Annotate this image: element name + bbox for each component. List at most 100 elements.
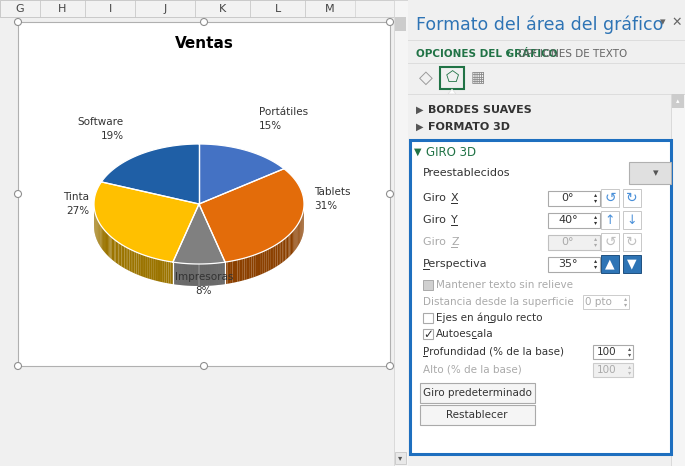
Polygon shape bbox=[251, 255, 253, 278]
Polygon shape bbox=[287, 236, 288, 259]
Text: ▶: ▶ bbox=[416, 122, 424, 132]
Text: ✕: ✕ bbox=[672, 15, 682, 28]
Bar bbox=[420, 383, 535, 403]
Text: 35°: 35° bbox=[558, 259, 577, 269]
Text: Impresoras
8%: Impresoras 8% bbox=[175, 273, 233, 295]
Polygon shape bbox=[253, 254, 256, 277]
Circle shape bbox=[201, 19, 208, 26]
Polygon shape bbox=[126, 247, 128, 270]
Polygon shape bbox=[279, 242, 281, 265]
Polygon shape bbox=[256, 254, 258, 276]
Bar bbox=[623, 211, 641, 229]
Bar bbox=[440, 67, 464, 89]
Polygon shape bbox=[282, 240, 284, 262]
Text: ▾: ▾ bbox=[595, 242, 597, 247]
Polygon shape bbox=[266, 249, 269, 272]
Polygon shape bbox=[299, 221, 300, 244]
Circle shape bbox=[201, 363, 208, 370]
Polygon shape bbox=[146, 256, 148, 278]
Text: ▶: ▶ bbox=[416, 105, 424, 115]
Polygon shape bbox=[199, 169, 304, 262]
Bar bbox=[395, 452, 406, 464]
Bar bbox=[548, 257, 600, 272]
Text: 0°: 0° bbox=[562, 237, 574, 247]
Text: ▼: ▼ bbox=[627, 258, 637, 270]
Polygon shape bbox=[272, 246, 274, 269]
Bar bbox=[623, 189, 641, 207]
Text: 0 pto: 0 pto bbox=[584, 297, 612, 307]
Text: ▾: ▾ bbox=[628, 370, 632, 376]
Polygon shape bbox=[101, 226, 102, 249]
Bar bbox=[395, 17, 406, 31]
Bar bbox=[583, 295, 629, 309]
Text: H: H bbox=[58, 4, 66, 14]
Polygon shape bbox=[99, 222, 100, 246]
Polygon shape bbox=[264, 250, 266, 273]
Polygon shape bbox=[142, 254, 144, 277]
Text: Ventas: Ventas bbox=[175, 36, 234, 52]
Text: ▴: ▴ bbox=[676, 98, 680, 104]
Text: ▾: ▾ bbox=[653, 168, 659, 178]
Polygon shape bbox=[125, 247, 126, 269]
Text: 0°: 0° bbox=[562, 193, 574, 203]
Polygon shape bbox=[129, 249, 131, 272]
Text: Profundidad (% de la base): Profundidad (% de la base) bbox=[423, 347, 564, 357]
Polygon shape bbox=[269, 248, 270, 271]
Text: ↑: ↑ bbox=[605, 213, 615, 226]
Polygon shape bbox=[116, 240, 117, 263]
Bar bbox=[410, 140, 671, 454]
Polygon shape bbox=[249, 256, 251, 279]
Text: Tinta
27%: Tinta 27% bbox=[63, 192, 89, 216]
Polygon shape bbox=[171, 262, 173, 284]
Polygon shape bbox=[297, 224, 298, 247]
Polygon shape bbox=[225, 262, 227, 284]
Text: ▾: ▾ bbox=[595, 220, 597, 226]
Circle shape bbox=[14, 363, 21, 370]
Polygon shape bbox=[230, 261, 232, 283]
Bar bbox=[135, 0, 195, 17]
Bar bbox=[601, 233, 619, 251]
Polygon shape bbox=[121, 245, 123, 267]
Polygon shape bbox=[110, 236, 112, 260]
Polygon shape bbox=[103, 228, 104, 252]
Polygon shape bbox=[94, 182, 199, 262]
Polygon shape bbox=[199, 144, 284, 204]
Text: ▴: ▴ bbox=[595, 192, 597, 198]
Bar bbox=[548, 235, 600, 250]
Polygon shape bbox=[291, 232, 292, 255]
Polygon shape bbox=[102, 227, 103, 250]
Polygon shape bbox=[260, 252, 262, 275]
Text: ▾: ▾ bbox=[399, 453, 403, 462]
Text: ▴: ▴ bbox=[595, 259, 597, 263]
Polygon shape bbox=[148, 256, 150, 279]
Text: ↺: ↺ bbox=[604, 235, 616, 249]
Text: K: K bbox=[219, 4, 226, 14]
Bar bbox=[408, 63, 685, 64]
Text: OPCIONES DE TEXTO: OPCIONES DE TEXTO bbox=[518, 49, 627, 59]
Bar bbox=[85, 0, 135, 17]
Bar bbox=[672, 94, 684, 108]
Text: ▴: ▴ bbox=[628, 364, 632, 370]
Bar bbox=[593, 345, 633, 359]
Polygon shape bbox=[162, 260, 164, 282]
Bar bbox=[420, 405, 535, 425]
Polygon shape bbox=[160, 260, 162, 282]
Text: Autoescala: Autoescala bbox=[436, 329, 494, 339]
Text: Formato del área del gráfico: Formato del área del gráfico bbox=[416, 16, 663, 34]
Bar bbox=[423, 269, 430, 270]
Text: ▴: ▴ bbox=[595, 237, 597, 241]
Text: Z: Z bbox=[451, 237, 459, 247]
Text: 40°: 40° bbox=[558, 215, 578, 225]
Text: ▲: ▲ bbox=[605, 258, 615, 270]
Bar bbox=[40, 0, 85, 17]
Polygon shape bbox=[106, 232, 107, 255]
Polygon shape bbox=[270, 247, 272, 270]
Bar bbox=[0, 0, 408, 17]
Text: L: L bbox=[275, 4, 281, 14]
Polygon shape bbox=[242, 258, 245, 281]
Text: Preestablecidos: Preestablecidos bbox=[423, 168, 510, 178]
Polygon shape bbox=[274, 245, 275, 268]
Text: Tablets
31%: Tablets 31% bbox=[314, 187, 351, 211]
Text: Perspectiva: Perspectiva bbox=[423, 259, 488, 269]
Text: 100: 100 bbox=[597, 347, 617, 357]
